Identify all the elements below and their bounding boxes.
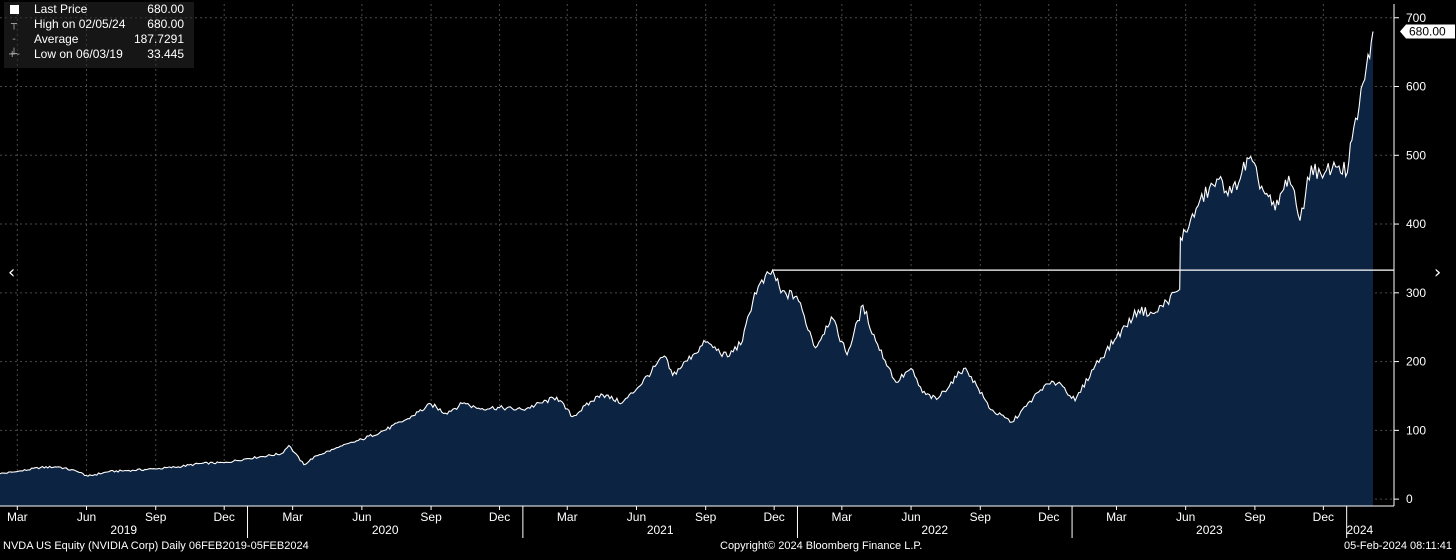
chevron-right-icon: › <box>1434 262 1442 283</box>
x-year-label: 2019 <box>110 523 137 537</box>
chevron-left-icon: ‹ <box>8 262 16 283</box>
legend: Last Price 680.00 ┬ High on 02/05/24 680… <box>4 2 194 68</box>
last-price-tag-text: 680.00 <box>1409 25 1446 39</box>
x-month-label: Mar <box>832 510 853 524</box>
y-tick-label: 200 <box>1406 355 1426 369</box>
y-tick-label: 500 <box>1406 148 1426 162</box>
price-line <box>0 31 1374 477</box>
x-month-label: Mar <box>557 510 578 524</box>
x-month-label: Mar <box>282 510 303 524</box>
x-month-label: Sep <box>420 510 442 524</box>
x-month-label: Sep <box>695 510 717 524</box>
legend-row-low: ┴ Low on 06/03/19 33.445 <box>4 47 194 62</box>
y-tick-label: 700 <box>1406 11 1426 25</box>
footer: NVDA US Equity (NVIDIA Corp) Daily 06FEB… <box>0 538 1456 560</box>
legend-row-average: -+- Average 187.7291 <box>4 32 194 60</box>
x-month-label: Sep <box>970 510 992 524</box>
scroll-right-button[interactable]: › <box>1434 262 1441 283</box>
x-month-label: Mar <box>1106 510 1127 524</box>
x-month-label: Dec <box>1313 510 1334 524</box>
y-tick-label: 400 <box>1406 217 1426 231</box>
x-month-label: Dec <box>763 510 784 524</box>
x-month-label: Sep <box>145 510 167 524</box>
y-tick-label: 100 <box>1406 423 1426 437</box>
low-marker-icon: ┴ <box>10 49 18 60</box>
legend-high-label: High on 02/05/24 <box>34 17 126 31</box>
y-axis: 0 100 200 300 400 500 600 700 <box>1393 4 1426 506</box>
x-month-label: Jun <box>352 510 371 524</box>
x-year-label: 2023 <box>1196 523 1223 537</box>
legend-average-label: Average <box>34 32 79 46</box>
copyright-notice: Copyright© 2024 Bloomberg Finance L.P. <box>720 540 923 552</box>
y-tick-label: 300 <box>1406 286 1426 300</box>
scroll-left-button[interactable]: ‹ <box>8 262 15 283</box>
x-year-label: 2020 <box>372 523 399 537</box>
legend-row-last-price: Last Price 680.00 <box>4 2 194 17</box>
y-tick-label: 0 <box>1406 492 1413 506</box>
x-month-label: Sep <box>1244 510 1266 524</box>
x-year-label: 2021 <box>647 523 674 537</box>
last-price-tag: 680.00 <box>1400 24 1455 39</box>
x-year-label: 2024 <box>1346 523 1373 537</box>
price-area <box>0 31 1373 506</box>
legend-high-value: 680.00 <box>147 17 184 31</box>
legend-low-value: 33.445 <box>147 47 184 61</box>
x-month-label: Dec <box>1038 510 1059 524</box>
timestamp: 05-Feb-2024 08:11:41 <box>1343 540 1452 552</box>
legend-row-high: ┬ High on 02/05/24 680.00 <box>4 17 194 32</box>
x-axis: Mar Jun Sep Dec Mar Jun Sep Dec Mar Jun Sep Dec Mar J… <box>0 505 1394 538</box>
x-month-label: Dec <box>489 510 510 524</box>
x-month-label: Dec <box>214 510 235 524</box>
y-tick-label: 600 <box>1406 80 1426 94</box>
price-series <box>0 31 1374 506</box>
last-price-tag-box <box>1400 24 1455 39</box>
x-month-label: Jun <box>77 510 96 524</box>
x-year-label: 2022 <box>921 523 948 537</box>
x-month-label: Jun <box>627 510 646 524</box>
legend-low-label: Low on 06/03/19 <box>34 47 123 61</box>
price-chart: 0 100 200 300 400 500 600 700 Mar Jun Sep Dec Mar Ju… <box>0 4 1455 538</box>
security-description: NVDA US Equity (NVIDIA Corp) Daily 06FEB… <box>3 540 309 552</box>
x-month-label: Jun <box>901 510 920 524</box>
x-month-label: Jun <box>1176 510 1195 524</box>
legend-last-price-value: 680.00 <box>147 2 184 16</box>
legend-last-price-label: Last Price <box>34 2 88 16</box>
legend-average-value: 187.7291 <box>133 32 184 46</box>
high-marker-icon: ┬ <box>10 19 18 30</box>
average-marker-icon: -+- <box>8 34 20 60</box>
x-month-label: Mar <box>7 510 28 524</box>
last-price-swatch-icon <box>10 5 19 14</box>
